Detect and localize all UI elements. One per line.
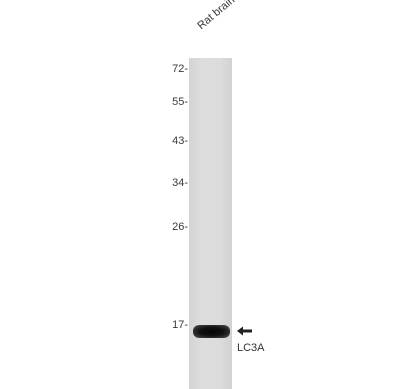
marker-26: 26-	[172, 221, 188, 233]
blot-lane	[189, 58, 232, 389]
marker-34: 34-	[172, 177, 188, 189]
target-protein-label: LC3A	[237, 342, 265, 354]
left-arrow-icon	[237, 326, 252, 336]
marker-55: 55-	[172, 96, 188, 108]
protein-band	[193, 325, 230, 338]
sample-label: Rat brain	[195, 0, 238, 33]
marker-72: 72-	[172, 63, 188, 75]
marker-17: 17-	[172, 319, 188, 331]
marker-43: 43-	[172, 135, 188, 147]
